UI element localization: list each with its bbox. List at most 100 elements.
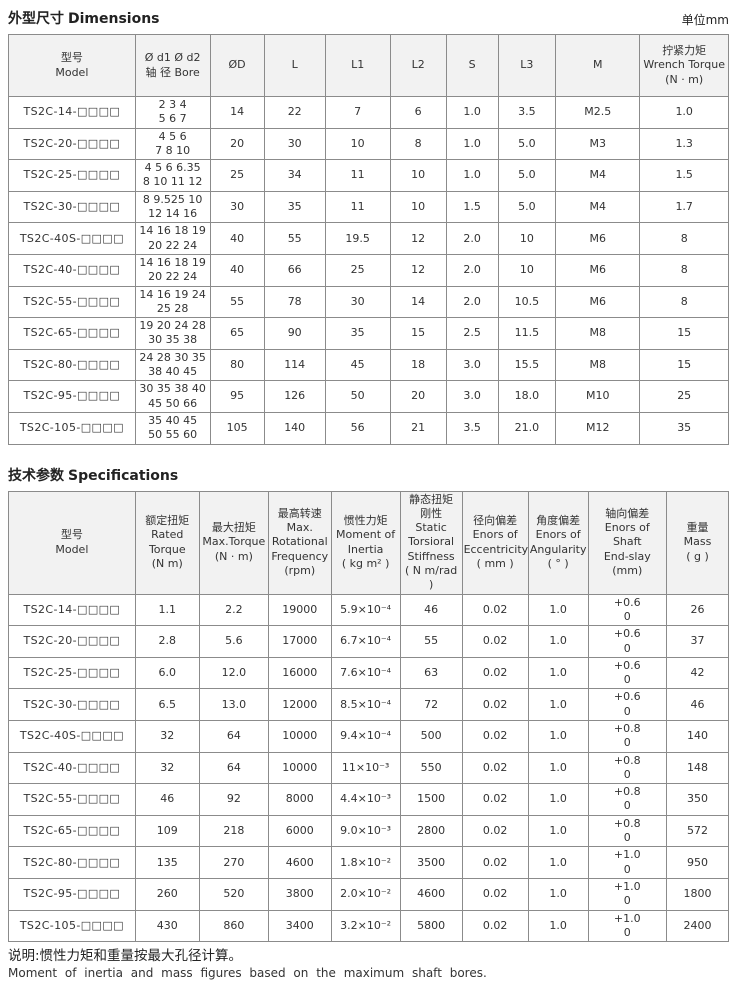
cell-line: M2.5 bbox=[584, 105, 612, 119]
cell-line: 1.0 bbox=[463, 168, 481, 182]
value-cell: 78 bbox=[263, 285, 326, 319]
footnote: 说明:惯性力矩和重量按最大孔径计算。 Moment of inertia and… bbox=[8, 947, 729, 982]
cell-line: 1.0 bbox=[549, 602, 567, 616]
value-cell: 3800 bbox=[267, 877, 332, 911]
cell-line: 0.02 bbox=[482, 665, 508, 679]
cell-line: Wrench Torque bbox=[643, 58, 725, 72]
dimensions-title-en: Dimensions bbox=[68, 11, 160, 27]
value-cell: 3.0 bbox=[445, 380, 499, 413]
cell-line: 0.02 bbox=[482, 823, 508, 837]
cell-line: 38 40 45 bbox=[148, 365, 198, 379]
cell-line: 2.5 bbox=[463, 326, 481, 340]
value-cell: 19 20 24 28 30 35 38 bbox=[134, 317, 211, 350]
cell-line: 5 6 7 bbox=[158, 112, 187, 126]
value-cell: 30 bbox=[324, 285, 391, 319]
cell-line: 18.0 bbox=[514, 389, 540, 403]
column-header: 角度偏差 Enors of Angularity( ° ) bbox=[527, 490, 589, 595]
cell-line: ( mm ) bbox=[476, 556, 514, 570]
value-cell: +0.6 0 bbox=[587, 625, 668, 658]
cell-line: TS2C-55-□□□□ bbox=[23, 294, 121, 308]
table-row: TS2C-40-□□□□ 32 64 10000 11×10⁻³ 550 0.02 1.0 +0… bbox=[8, 751, 729, 785]
value-cell: 80 bbox=[209, 348, 265, 382]
cell-line: 额定扭矩 bbox=[145, 513, 190, 527]
value-cell: M12 bbox=[555, 411, 641, 445]
cell-line: 最高转速 bbox=[277, 506, 322, 520]
model-cell: TS2C-20-□□□□ bbox=[8, 625, 136, 658]
cell-line: 3.5 bbox=[518, 105, 536, 119]
cell-line: 0.02 bbox=[482, 918, 508, 932]
cell-line: 4600 bbox=[417, 887, 446, 901]
value-cell: +0.8 0 bbox=[587, 751, 668, 785]
cell-line: 16000 bbox=[282, 665, 318, 679]
value-cell: 30 bbox=[263, 127, 326, 161]
model-cell: TS2C-55-□□□□ bbox=[8, 783, 136, 816]
cell-line: 最大扭矩 bbox=[211, 521, 256, 535]
cell-line: 0 bbox=[623, 894, 631, 908]
value-cell: 860 bbox=[198, 909, 269, 943]
cell-line: 30 bbox=[350, 294, 365, 308]
table-row: TS2C-40S-□□□□ 32 64 10000 9.4×10⁻⁴ 500 0.02 1.0… bbox=[8, 719, 729, 753]
cell-line: 12.0 bbox=[221, 665, 247, 679]
cell-line: (mm) bbox=[612, 564, 643, 578]
cell-line: 5.9×10⁻⁴ bbox=[340, 602, 392, 616]
value-cell: 55 bbox=[399, 625, 463, 658]
value-cell: 350 bbox=[666, 783, 729, 816]
value-cell: 218 bbox=[198, 814, 269, 848]
cell-line: 1500 bbox=[417, 792, 446, 806]
value-cell: 114 bbox=[263, 348, 326, 382]
cell-line: 45 bbox=[350, 357, 365, 371]
value-cell: 37 bbox=[666, 625, 729, 658]
cell-line: TS2C-14-□□□□ bbox=[23, 602, 121, 616]
model-cell: TS2C-40S-□□□□ bbox=[8, 222, 136, 255]
cell-line: 63 bbox=[424, 665, 439, 679]
cell-line: 19.5 bbox=[345, 231, 370, 245]
value-cell: 2.2 bbox=[198, 593, 269, 627]
cell-line: M4 bbox=[589, 168, 607, 182]
value-cell: 1.7 bbox=[639, 190, 729, 224]
cell-line: 40 bbox=[230, 263, 245, 277]
cell-line: +1.0 bbox=[613, 879, 641, 893]
value-cell: 5800 bbox=[399, 909, 463, 943]
cell-line: 55 bbox=[230, 294, 245, 308]
cell-line: 32 bbox=[160, 760, 175, 774]
cell-line: 7.6×10⁻⁴ bbox=[340, 665, 392, 679]
value-cell: 550 bbox=[399, 751, 463, 785]
value-cell: 6.7×10⁻⁴ bbox=[330, 625, 401, 658]
table-row: TS2C-105-□□□□ 430 860 3400 3.2×10⁻² 5800 0.02 1… bbox=[8, 909, 729, 943]
cell-line: 19000 bbox=[282, 602, 318, 616]
cell-line: +0.6 bbox=[613, 690, 641, 704]
value-cell: 140 bbox=[263, 411, 326, 445]
cell-line: 8.5×10⁻⁴ bbox=[340, 697, 392, 711]
cell-line: 350 bbox=[687, 792, 708, 806]
cell-line: Rated bbox=[151, 528, 184, 542]
cell-line: TS2C-65-□□□□ bbox=[23, 823, 121, 837]
value-cell: 32 bbox=[134, 751, 200, 785]
cell-line: 50 55 60 bbox=[148, 428, 198, 442]
cell-line: 12000 bbox=[282, 697, 318, 711]
value-cell: 0.02 bbox=[461, 593, 529, 627]
value-cell: 126 bbox=[263, 380, 326, 413]
value-cell: 50 bbox=[324, 380, 391, 413]
cell-line: 500 bbox=[420, 729, 442, 743]
cell-line: 105 bbox=[226, 421, 248, 435]
cell-line: Eccentricity bbox=[463, 542, 529, 556]
model-cell: TS2C-40-□□□□ bbox=[8, 253, 136, 287]
value-cell: 1.0 bbox=[527, 625, 589, 658]
value-cell: 1.0 bbox=[527, 656, 589, 690]
cell-line: 6 bbox=[414, 105, 422, 119]
cell-line: 3.0 bbox=[463, 389, 481, 403]
specifications-section-head: 技术参数 Specifications bbox=[8, 465, 729, 485]
value-cell: 40 bbox=[209, 222, 265, 255]
value-cell: 4600 bbox=[399, 877, 463, 911]
cell-line: 50 bbox=[350, 389, 365, 403]
value-cell: 5.0 bbox=[497, 190, 557, 224]
cell-line: TS2C-105-□□□□ bbox=[19, 918, 124, 932]
cell-line: +1.0 bbox=[613, 848, 641, 862]
cell-line: TS2C-105-□□□□ bbox=[19, 421, 124, 435]
cell-line: 3500 bbox=[417, 855, 446, 869]
model-cell: TS2C-40-□□□□ bbox=[8, 751, 136, 785]
cell-line: 20 22 24 bbox=[148, 238, 198, 252]
cell-line: 1.0 bbox=[549, 729, 567, 743]
cell-line: 0 bbox=[623, 799, 631, 813]
cell-line: 35 bbox=[677, 421, 692, 435]
